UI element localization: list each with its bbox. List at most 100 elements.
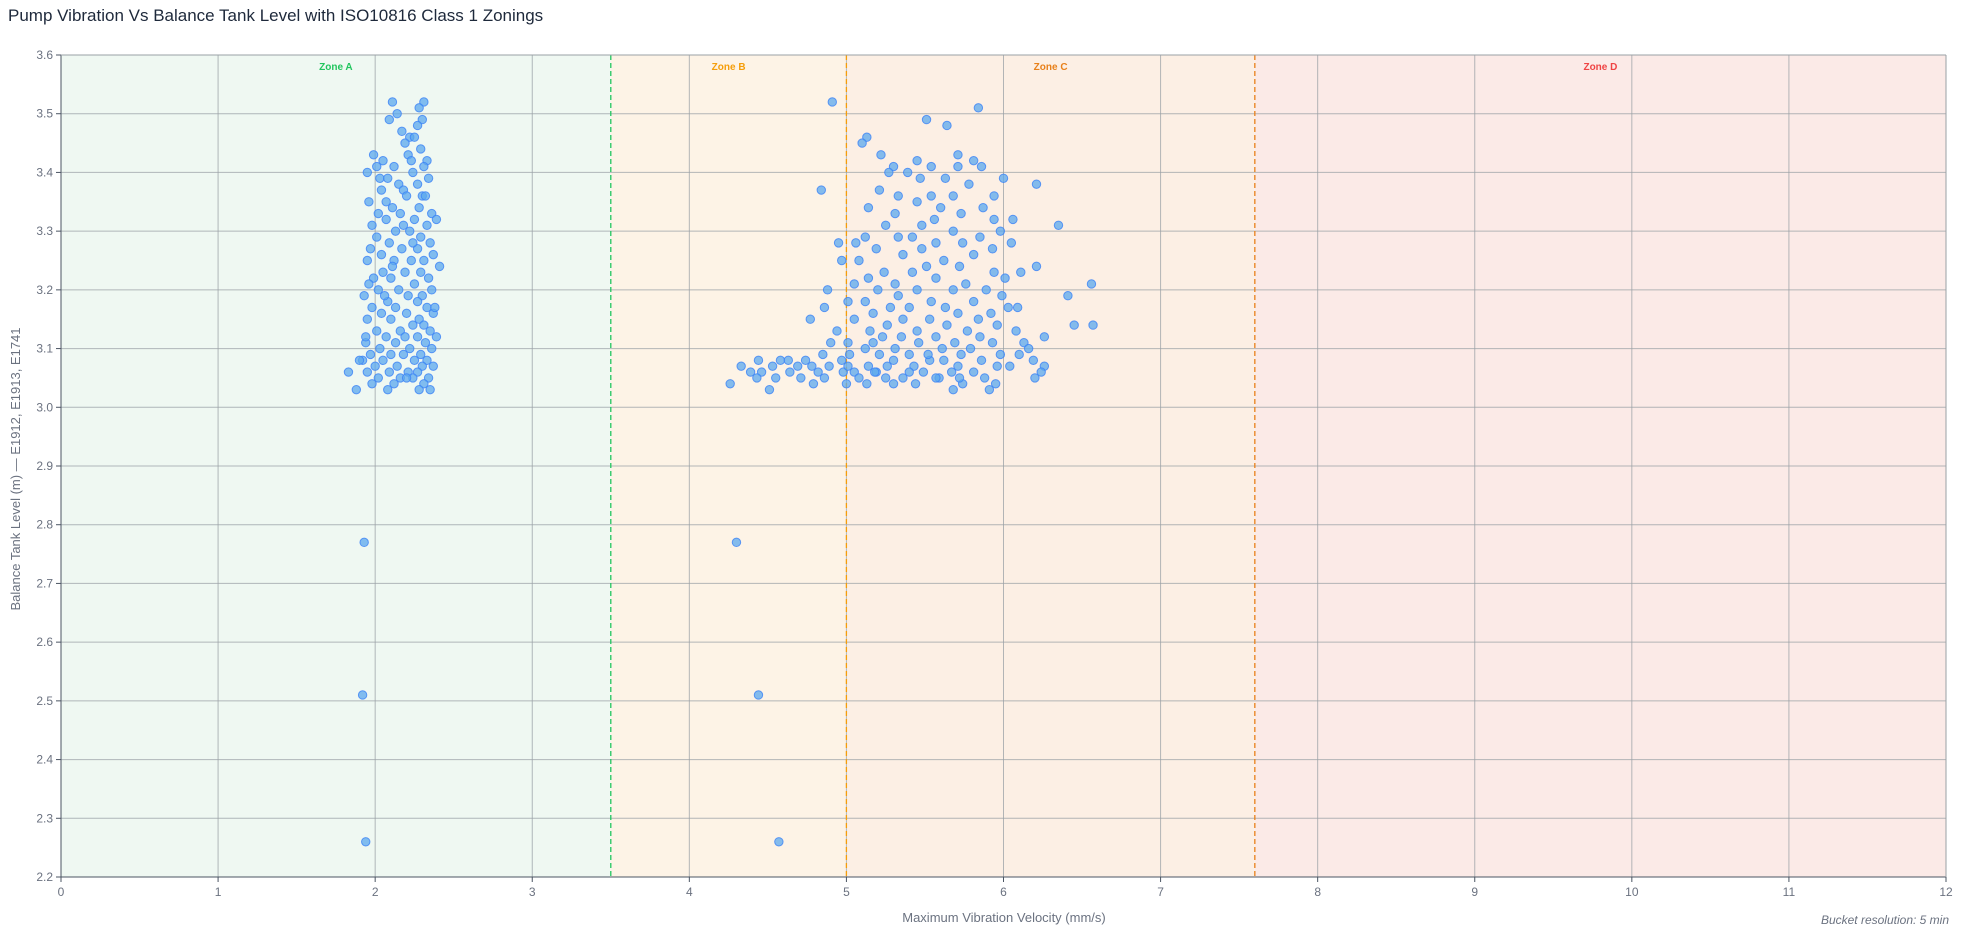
data-point — [953, 161, 963, 172]
data-point — [926, 191, 936, 201]
x-tick-label: 12 — [1939, 885, 1953, 899]
data-point — [912, 197, 922, 207]
data-point — [956, 349, 966, 360]
data-point — [428, 361, 438, 371]
data-point — [390, 338, 401, 348]
data-point — [383, 173, 393, 184]
zone-labels: Zone A Zone B Zone C Zone D — [319, 62, 1617, 73]
data-point — [807, 361, 817, 371]
data-point — [416, 267, 426, 277]
data-point — [422, 220, 432, 230]
data-point — [375, 343, 385, 354]
y-tick-label: 3.2 — [36, 283, 53, 297]
x-tick-label: 6 — [1000, 885, 1007, 899]
data-point — [752, 373, 762, 383]
data-point — [384, 238, 395, 248]
data-point — [882, 361, 892, 371]
data-point — [420, 191, 431, 201]
data-point — [973, 103, 984, 113]
x-tick-label: 2 — [372, 885, 379, 899]
data-point — [381, 197, 391, 207]
data-point — [882, 320, 892, 330]
data-point — [427, 343, 437, 354]
data-point — [390, 226, 401, 236]
y-tick-label: 3.1 — [36, 342, 53, 356]
x-tick-label: 0 — [58, 885, 65, 899]
y-tick-label: 2.7 — [36, 576, 53, 590]
data-point — [362, 255, 373, 266]
data-point — [851, 238, 861, 248]
data-point — [843, 361, 853, 371]
data-point — [871, 244, 881, 254]
bucket-resolution-note: Bucket resolution: 5 min — [1820, 913, 1949, 927]
zone-a-label: Zone A — [319, 62, 353, 73]
data-point — [849, 279, 859, 289]
data-point — [962, 326, 973, 336]
data-point — [343, 367, 354, 377]
data-point — [849, 314, 859, 324]
data-point — [359, 291, 369, 301]
data-point — [416, 349, 426, 360]
data-point — [942, 120, 952, 131]
data-point — [373, 373, 384, 383]
x-tick-label: 1 — [215, 885, 222, 899]
data-point — [354, 355, 365, 366]
data-point — [373, 285, 384, 295]
data-point — [989, 267, 999, 277]
data-point — [918, 367, 929, 377]
data-point — [874, 185, 885, 195]
data-point — [386, 349, 396, 360]
data-point — [904, 302, 914, 313]
data-point — [854, 255, 864, 266]
y-tick-label: 2.5 — [36, 694, 53, 708]
data-point — [378, 355, 388, 366]
data-point — [401, 191, 412, 201]
data-point — [893, 291, 903, 301]
data-point — [1014, 349, 1024, 360]
axes — [56, 54, 1947, 882]
data-point — [816, 185, 826, 195]
y-tick-label: 3.5 — [36, 107, 53, 121]
data-point — [929, 214, 940, 225]
data-point — [1006, 238, 1017, 248]
data-point — [386, 314, 396, 324]
data-point — [406, 255, 416, 266]
data-point — [1012, 302, 1023, 313]
y-tick-label: 2.4 — [36, 753, 53, 767]
data-point — [912, 285, 922, 295]
x-tick-label: 10 — [1625, 885, 1639, 899]
data-point — [793, 361, 803, 371]
data-point — [412, 332, 423, 342]
data-point — [800, 355, 811, 366]
x-tick-label: 7 — [1157, 885, 1164, 899]
data-point — [981, 285, 991, 295]
data-point — [860, 343, 870, 354]
data-point — [376, 249, 387, 260]
data-point — [736, 361, 746, 371]
data-point — [987, 244, 998, 254]
data-point — [902, 167, 913, 178]
data-point — [398, 220, 409, 230]
zone-b-label: Zone B — [712, 62, 746, 73]
data-point — [771, 373, 781, 383]
data-point — [430, 302, 440, 313]
data-point — [953, 361, 963, 371]
data-point — [826, 338, 836, 348]
data-point — [370, 361, 380, 371]
data-point — [409, 279, 420, 289]
data-point — [381, 214, 391, 225]
data-points — [343, 97, 1098, 847]
data-point — [893, 191, 903, 201]
data-point — [401, 373, 412, 383]
data-point — [383, 384, 393, 395]
data-point — [942, 320, 952, 330]
data-point — [419, 161, 429, 172]
data-point — [912, 155, 922, 166]
data-point — [425, 384, 435, 395]
y-tick-label: 2.2 — [36, 870, 53, 884]
data-point — [954, 261, 965, 272]
data-point — [888, 379, 899, 389]
data-point — [931, 332, 941, 342]
data-point — [890, 343, 900, 354]
data-point — [412, 296, 423, 307]
